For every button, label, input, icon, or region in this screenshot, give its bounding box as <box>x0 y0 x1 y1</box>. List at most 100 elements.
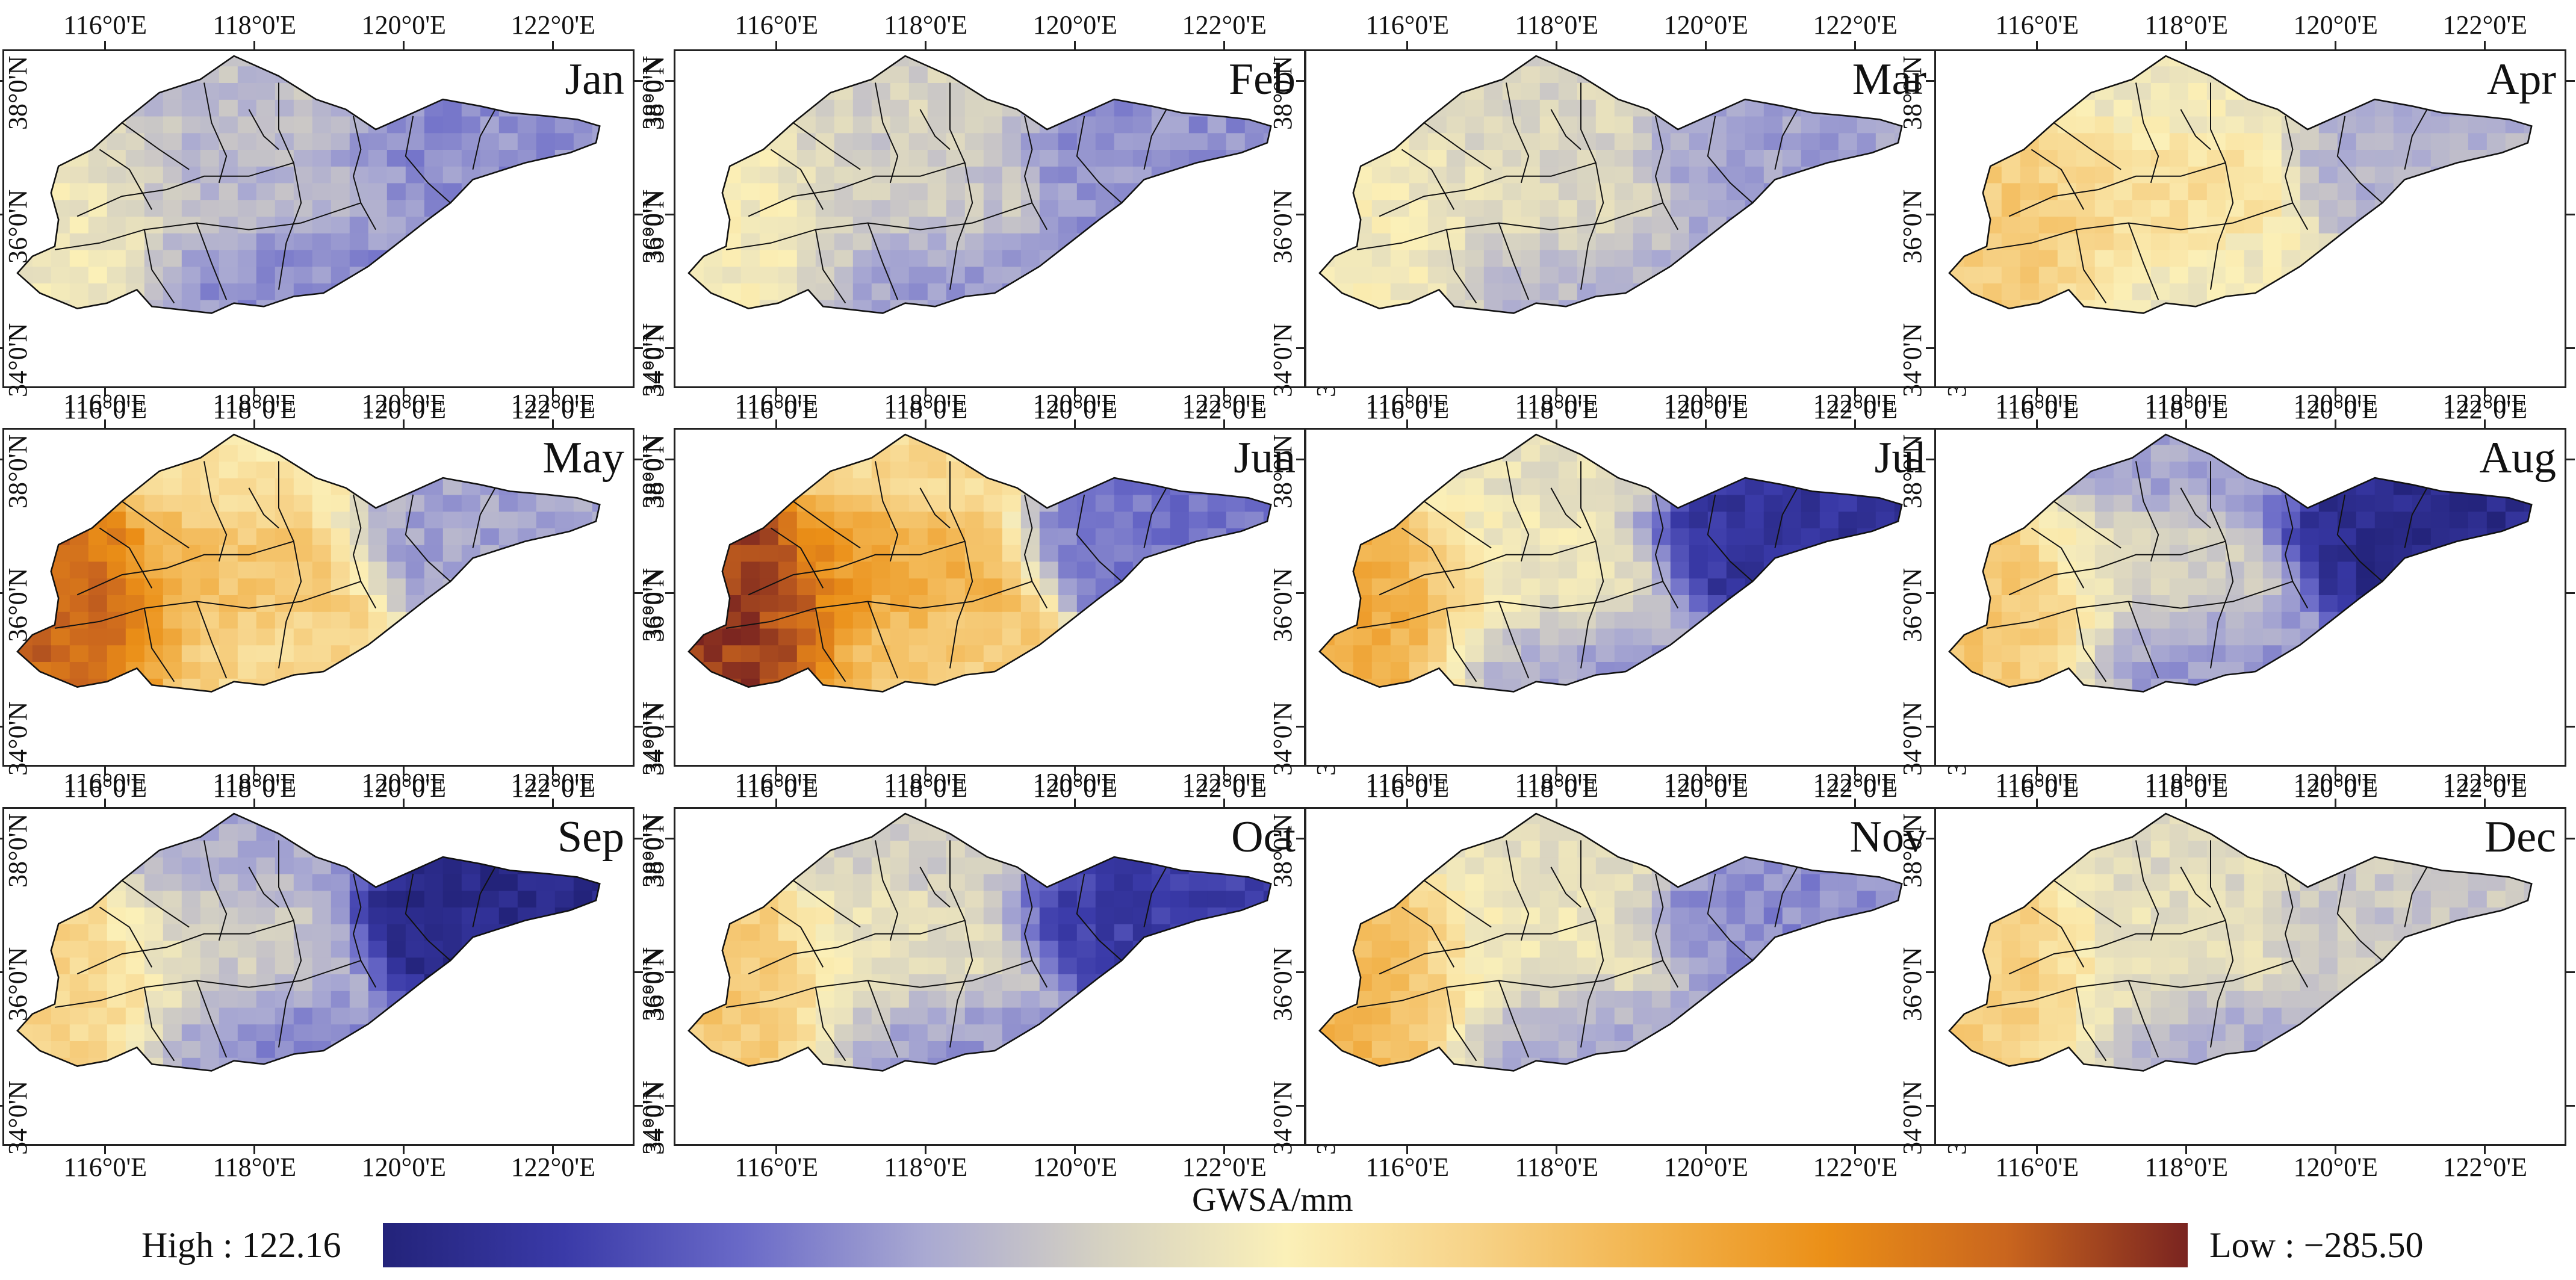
map-panel: Aug <box>1934 428 2566 767</box>
map-canvas <box>16 55 601 314</box>
lon-tick-mark <box>1074 767 1076 775</box>
lat-tick-mark <box>1296 458 1305 460</box>
lon-tick-mark <box>1074 388 1076 397</box>
lon-tick-label: 118°0'E <box>213 389 297 418</box>
lon-tick-label: 118°0'E <box>2144 773 2229 803</box>
lon-tick-label: 120°0'E <box>1663 773 1748 803</box>
month-label: Jul <box>1874 433 1926 483</box>
prefecture-boundary <box>196 980 228 1058</box>
prefecture-boundary <box>867 223 899 300</box>
prefecture-boundary <box>1445 229 1477 304</box>
lat-tick-mark <box>1926 592 1934 594</box>
province-outline <box>1318 55 1903 314</box>
prefecture-boundary <box>1506 840 1530 941</box>
prefecture-boundary <box>1654 494 1679 609</box>
lon-tick-mark <box>1223 799 1226 807</box>
lon-tick-mark <box>1705 419 1707 428</box>
lon-tick-label: 120°0'E <box>1032 389 1117 418</box>
province-outline <box>687 812 1272 1072</box>
province-outline <box>1318 433 1903 693</box>
lon-tick-mark <box>2335 1146 2337 1154</box>
lat-tick-label: 36°0'N <box>3 190 33 264</box>
prefecture-boundary <box>122 501 190 549</box>
lat-tick-mark <box>635 458 643 460</box>
lat-tick-label: 34°0'N <box>3 1081 33 1155</box>
prefecture-boundary <box>1498 223 1530 300</box>
lat-tick-mark <box>1296 1104 1305 1107</box>
lon-tick-label: 122°0'E <box>2442 395 2527 424</box>
lat-tick-mark <box>0 79 2 82</box>
prefecture-boundary <box>1550 109 1581 150</box>
lon-tick-mark <box>104 767 107 775</box>
lat-tick-mark <box>0 837 2 839</box>
prefecture-boundary <box>1654 873 1679 988</box>
lon-tick-mark <box>2185 767 2188 775</box>
lat-tick-label: 38°0'N <box>1268 56 1297 131</box>
lon-tick-label: 118°0'E <box>1515 395 1599 424</box>
lon-tick-label: 122°0'E <box>2442 773 2527 803</box>
prefecture-boundary <box>1774 487 1798 548</box>
prefecture-boundary <box>2210 82 2234 290</box>
prefecture-boundary <box>793 122 861 170</box>
prefecture-boundary <box>748 920 966 975</box>
lat-tick-mark <box>2566 592 2575 594</box>
prefecture-boundary <box>2210 461 2234 669</box>
lat-tick-label: 38°0'N <box>1898 56 1927 131</box>
lon-tick-mark <box>2484 1146 2486 1154</box>
lon-tick-mark <box>775 41 778 49</box>
prefecture-boundary <box>99 149 153 210</box>
prefecture-boundary <box>1506 461 1530 562</box>
lon-tick-mark <box>403 799 405 807</box>
prefecture-boundary <box>793 501 861 549</box>
lat-tick-label: 34°0'N <box>2572 702 2576 776</box>
lon-tick-label: 116°0'E <box>63 395 147 424</box>
prefecture-boundary <box>99 527 153 589</box>
lat-tick-mark <box>2566 213 2575 215</box>
lon-tick-label: 118°0'E <box>884 389 968 418</box>
province-outline <box>1948 433 2533 693</box>
lon-tick-mark <box>104 1146 107 1154</box>
map-canvas <box>1948 812 2533 1072</box>
lon-tick-mark <box>552 419 554 428</box>
prefecture-boundary <box>405 494 451 582</box>
map-panel: Mar <box>1305 49 1937 388</box>
province-outline <box>16 812 601 1072</box>
month-label: May <box>542 433 624 483</box>
lon-tick-mark <box>2036 388 2038 397</box>
lon-tick-label: 122°0'E <box>511 389 595 418</box>
lon-tick-mark <box>2185 419 2188 428</box>
prefecture-boundary <box>1550 487 1581 529</box>
lon-tick-label: 122°0'E <box>2442 389 2527 418</box>
prefecture-boundary <box>2075 229 2107 304</box>
lon-tick-mark <box>1074 1146 1076 1154</box>
prefecture-boundary <box>2284 116 2309 230</box>
lon-tick-mark <box>1854 388 1857 397</box>
prefecture-boundary <box>2031 906 2085 968</box>
lat-tick-label: 34°0'N <box>1898 702 1927 776</box>
lon-tick-label: 122°0'E <box>1813 395 1898 424</box>
map-panel: Oct <box>674 807 1306 1146</box>
lon-tick-mark <box>2484 419 2486 428</box>
lat-tick-mark <box>0 213 2 215</box>
lat-tick-label: 34°0'N <box>1898 323 1927 398</box>
prefecture-boundary <box>919 109 951 150</box>
map-canvas <box>687 812 1272 1072</box>
prefecture-boundary <box>2128 223 2159 300</box>
lat-tick-mark <box>635 592 643 594</box>
lon-tick-label: 116°0'E <box>734 10 819 40</box>
lat-tick-label: 34°0'N <box>1898 1081 1927 1155</box>
map-canvas <box>687 55 1272 314</box>
month-label: Oct <box>1231 812 1296 862</box>
lat-tick-mark <box>2566 725 2575 728</box>
lon-tick-mark <box>1556 767 1558 775</box>
lat-tick-mark <box>665 79 674 82</box>
lat-tick-label: 36°0'N <box>1268 190 1297 264</box>
lon-tick-mark <box>1406 1146 1409 1154</box>
lon-tick-label: 122°0'E <box>2442 1152 2527 1182</box>
prefecture-boundary <box>770 527 824 589</box>
prefecture-boundary <box>949 461 973 669</box>
prefecture-boundary <box>2075 608 2107 682</box>
lon-tick-label: 120°0'E <box>361 395 446 424</box>
prefecture-boundary <box>1379 540 1597 596</box>
lon-tick-mark <box>2036 41 2038 49</box>
